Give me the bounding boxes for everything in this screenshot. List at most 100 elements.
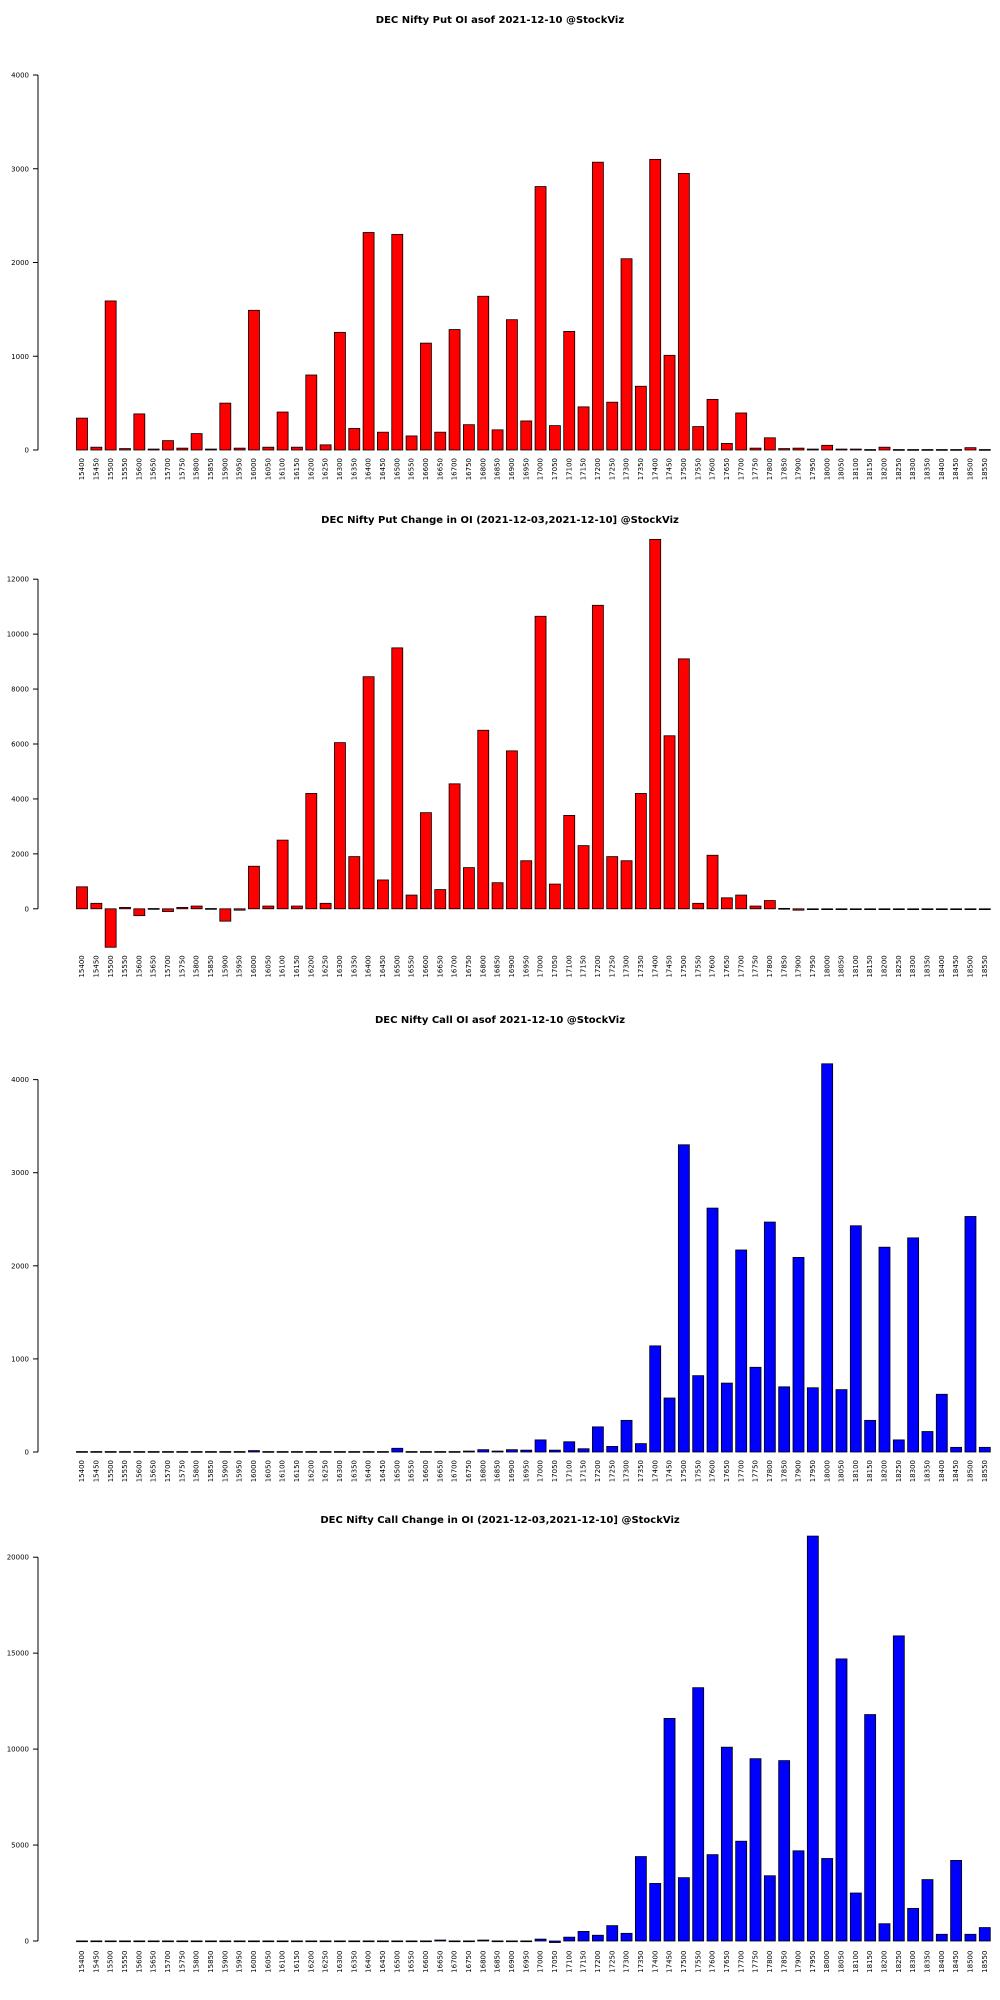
x-tick-label: 18100 xyxy=(852,955,860,977)
bar xyxy=(548,425,561,451)
bar xyxy=(534,1439,547,1453)
bar xyxy=(104,908,117,948)
bar xyxy=(792,447,805,451)
bar xyxy=(677,173,690,451)
bar xyxy=(792,1257,805,1453)
x-tick-label: 16350 xyxy=(350,1951,358,1973)
x-tick-label: 16750 xyxy=(465,955,473,977)
x-tick-label: 17300 xyxy=(623,955,631,977)
bar xyxy=(262,446,275,451)
x-tick-label: 17650 xyxy=(723,458,731,480)
x-tick-label: 16800 xyxy=(479,458,487,480)
bar xyxy=(778,448,791,451)
bar xyxy=(520,1940,533,1943)
x-tick-label: 16300 xyxy=(336,1460,344,1482)
bar xyxy=(864,908,877,910)
bar xyxy=(219,908,232,922)
x-tick-label: 18500 xyxy=(967,955,975,977)
x-tick-label: 17400 xyxy=(651,1951,659,1973)
bar xyxy=(505,1940,518,1943)
y-tick-label: 5000 xyxy=(11,1842,29,1850)
x-tick-label: 18300 xyxy=(909,1460,917,1482)
x-tick-label: 18200 xyxy=(881,955,889,977)
bar xyxy=(606,1446,619,1453)
bar xyxy=(291,1451,303,1453)
x-tick-label: 17450 xyxy=(666,1951,674,1973)
bar xyxy=(563,331,576,451)
bar xyxy=(835,1658,848,1942)
bar xyxy=(778,1760,791,1942)
bar xyxy=(806,448,819,451)
x-tick-label: 17750 xyxy=(752,1460,760,1482)
y-tick-label: 3000 xyxy=(11,165,29,173)
x-tick-label: 18150 xyxy=(866,1951,874,1973)
chart-title: DEC Nifty Put Change in OI (2021-12-03,2… xyxy=(321,515,679,526)
x-tick-label: 16700 xyxy=(451,1460,459,1482)
bar xyxy=(119,448,131,451)
bar xyxy=(276,1940,289,1943)
x-tick-label: 16450 xyxy=(379,1951,387,1973)
x-tick-label: 16150 xyxy=(293,458,301,480)
bar xyxy=(133,413,146,451)
x-tick-label: 18250 xyxy=(895,458,903,480)
y-tick-label: 2000 xyxy=(11,850,29,858)
bar xyxy=(119,1451,131,1453)
bar xyxy=(491,429,504,451)
bar xyxy=(749,905,762,910)
x-tick-label: 18000 xyxy=(823,1951,831,1973)
bar xyxy=(792,908,805,911)
x-tick-label: 17150 xyxy=(580,1951,588,1973)
y-tick-label: 10000 xyxy=(7,1746,29,1754)
bar xyxy=(563,1936,576,1942)
bar xyxy=(649,1883,662,1942)
bar xyxy=(520,420,533,451)
x-tick-label: 16850 xyxy=(494,1951,502,1973)
x-tick-label: 17200 xyxy=(594,458,602,480)
x-tick-label: 17400 xyxy=(651,1460,659,1482)
x-tick-label: 16900 xyxy=(508,1460,516,1482)
bar xyxy=(821,444,834,451)
bar xyxy=(907,1237,920,1453)
bar xyxy=(663,1397,676,1453)
chart-title: DEC Nifty Put OI asof 2021-12-10 @StockV… xyxy=(376,15,625,26)
x-tick-label: 16550 xyxy=(408,458,416,480)
bar xyxy=(548,1449,561,1453)
x-tick-label: 17900 xyxy=(795,1460,803,1482)
bar xyxy=(778,1386,791,1453)
x-tick-label: 16650 xyxy=(436,1460,444,1482)
x-tick-label: 18150 xyxy=(866,458,874,480)
x-tick-label: 15600 xyxy=(135,458,143,480)
x-tick-label: 16600 xyxy=(422,458,430,480)
x-tick-label: 15800 xyxy=(193,458,201,480)
x-tick-label: 18050 xyxy=(838,1951,846,1973)
bar xyxy=(835,448,848,451)
x-tick-label: 17000 xyxy=(537,458,545,480)
bar xyxy=(334,1940,346,1943)
bar xyxy=(391,1447,404,1453)
bar xyxy=(276,1451,289,1453)
bar xyxy=(634,793,647,910)
x-tick-label: 17600 xyxy=(709,1951,717,1973)
bar xyxy=(749,1758,762,1942)
x-tick-label: 16950 xyxy=(522,1460,530,1482)
x-tick-label: 16050 xyxy=(264,955,272,977)
bar xyxy=(534,1938,547,1942)
bar xyxy=(205,448,217,451)
x-tick-label: 18100 xyxy=(852,1460,860,1482)
x-tick-label: 18100 xyxy=(852,458,860,480)
bar xyxy=(907,908,920,910)
x-tick-label: 16850 xyxy=(494,1460,502,1482)
bar xyxy=(348,856,361,910)
bar xyxy=(420,1940,432,1943)
y-tick-label: 0 xyxy=(25,905,29,913)
x-tick-label: 16400 xyxy=(365,1460,373,1482)
bar xyxy=(219,402,232,451)
x-tick-label: 16050 xyxy=(264,458,272,480)
bar xyxy=(147,448,160,451)
x-tick-label: 15800 xyxy=(193,1460,201,1482)
bar xyxy=(176,447,189,451)
bar xyxy=(305,374,318,451)
bar xyxy=(978,1927,991,1942)
bar xyxy=(806,1387,819,1453)
x-tick-label: 15900 xyxy=(221,458,229,480)
